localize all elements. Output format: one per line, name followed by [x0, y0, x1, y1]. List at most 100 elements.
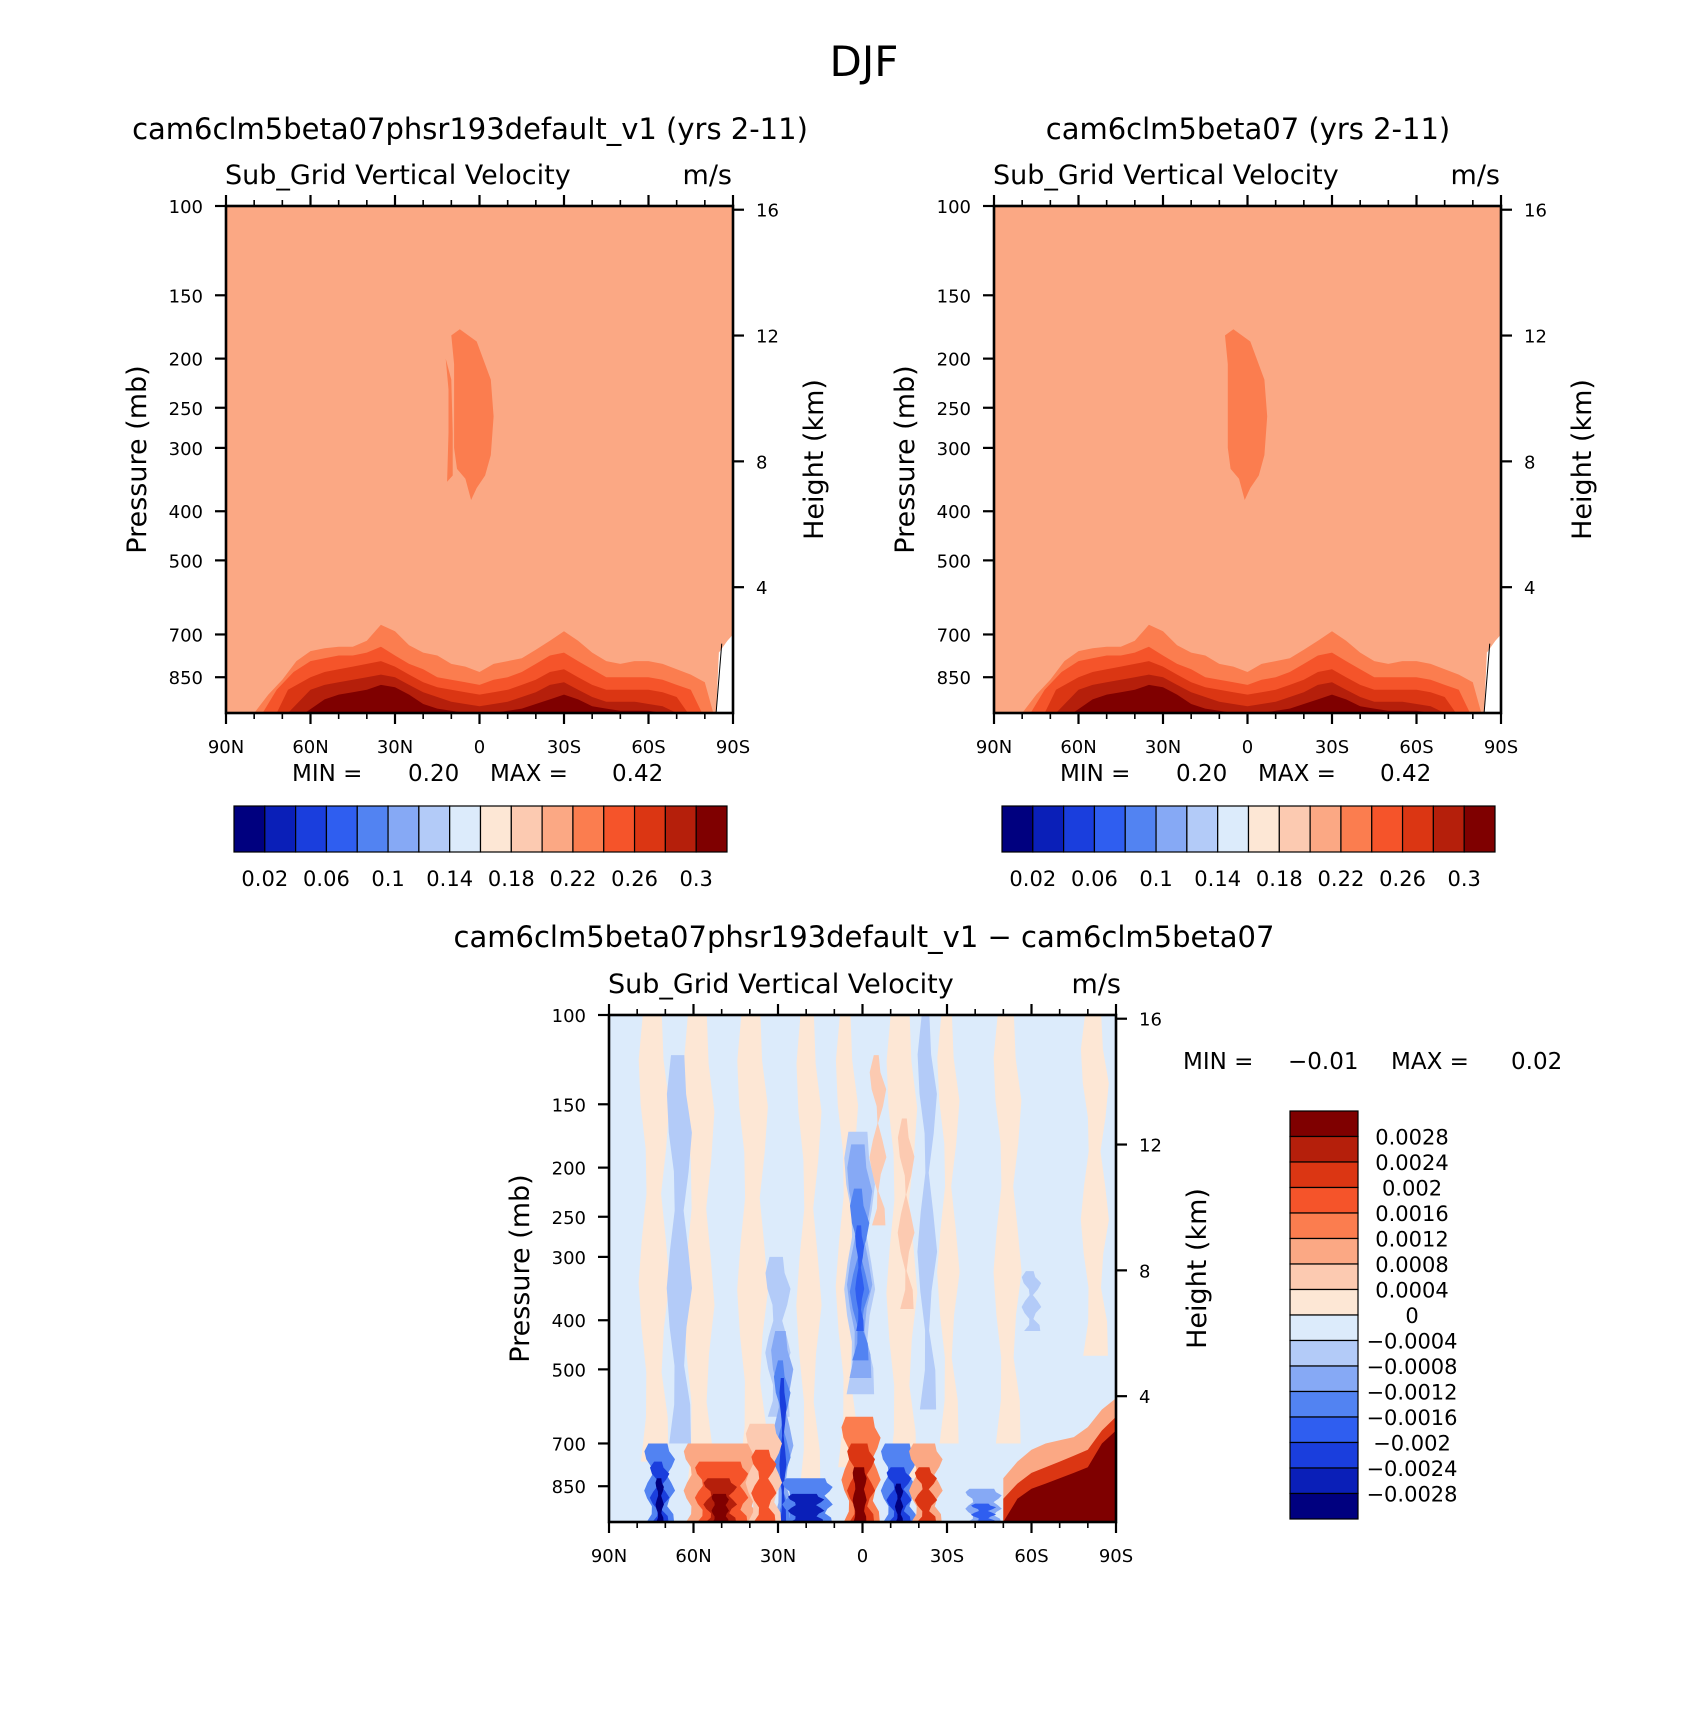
surface-negative-core: [894, 1483, 904, 1522]
pressure-tick-label: 200: [169, 350, 203, 371]
field-plot: 100 150 200 250 300 400 500 700 850 16 12 8 4 90N 60N 3…: [122, 195, 830, 758]
colorbar-label: 0.02: [1009, 867, 1056, 891]
min-label: MIN =: [1183, 1049, 1253, 1075]
colorbar-label: 0.22: [1318, 867, 1365, 891]
max-label: MAX =: [490, 761, 568, 787]
colorbar-label: −0.0016: [1366, 1406, 1457, 1430]
pressure-tick-label: 100: [169, 197, 203, 218]
colorbar-label: −0.0008: [1366, 1355, 1457, 1379]
colorbar-box: [1309, 805, 1342, 853]
difference-plot: 100 150 200 250 300 400 500 700 850 16 12 8 4 90N 60N 3…: [505, 1004, 1213, 1567]
surface-positive: [914, 1467, 938, 1522]
colorbar-label: 0.1: [1139, 867, 1172, 891]
colorbar-box: [1289, 1339, 1359, 1367]
colorbar-box: [356, 805, 389, 853]
units-label: m/s: [1451, 160, 1500, 191]
colorbar-box: [1063, 805, 1096, 853]
pressure-tick-label: 150: [552, 1095, 586, 1116]
colorbar-box: [1289, 1441, 1359, 1469]
positive-band: [993, 1015, 1022, 1444]
latitude-tick-label: 90S: [1099, 1546, 1133, 1567]
colorbar-box: [295, 805, 328, 853]
colorbar-box: [603, 805, 636, 853]
colorbar-label: 0.06: [1071, 867, 1118, 891]
y-axis-label-height: Height (km): [799, 379, 830, 540]
colorbar-box: [325, 805, 358, 853]
missing-data-region: [716, 634, 733, 713]
positive-band: [835, 1015, 859, 1468]
difference-colorbar: 0.00280.00240.0020.00160.00120.00080.000…: [1289, 1110, 1458, 1520]
colorbar-box: [1432, 805, 1465, 853]
colorbar-box: [633, 805, 666, 853]
latitude-tick-label: 90S: [716, 737, 750, 758]
colorbar-label: −0.0012: [1366, 1381, 1457, 1405]
max-value: 0.02: [1511, 1049, 1562, 1075]
min-max-readout: MIN = 0.20 MAX = 0.42: [1060, 761, 1431, 787]
colorbar-box: [1289, 1186, 1359, 1214]
latitude-tick-label: 30N: [1145, 737, 1181, 758]
pressure-tick-label: 400: [552, 1311, 586, 1332]
variable-label: Sub_Grid Vertical Velocity: [225, 160, 571, 191]
positive-band: [638, 1015, 670, 1462]
min-value: 0.20: [408, 761, 459, 787]
min-label: MIN =: [1060, 761, 1130, 787]
colorbar-label: −0.0004: [1366, 1330, 1457, 1354]
colorbar-box: [1401, 805, 1434, 853]
latitude-tick-label: 90S: [1484, 737, 1518, 758]
colorbar-label: −0.002: [1373, 1432, 1451, 1456]
min-value: 0.20: [1176, 761, 1227, 787]
variable-label: Sub_Grid Vertical Velocity: [608, 969, 954, 1000]
pressure-tick-label: 150: [937, 286, 971, 307]
colorbar-label: 0.18: [488, 867, 535, 891]
min-max-readout: MIN = −0.01 MAX = 0.02: [1183, 1049, 1562, 1075]
positive-band-strong: [869, 1055, 887, 1226]
colorbar-box: [1289, 1110, 1359, 1138]
topography-edge: [1483, 643, 1491, 714]
min-value: −0.01: [1288, 1049, 1358, 1075]
latitude-tick-label: 0: [1242, 737, 1253, 758]
colorbar-box: [1289, 1263, 1359, 1291]
colorbar-box: [1289, 1390, 1359, 1418]
pressure-tick-label: 200: [937, 350, 971, 371]
height-tick-label: 4: [1139, 1387, 1150, 1408]
latitude-tick-label: 60S: [1399, 737, 1433, 758]
colorbar-box: [1289, 1161, 1359, 1189]
colorbar-box: [1032, 805, 1065, 853]
colorbar: 0.02 0.06 0.1 0.14 0.18 0.22 0.26 0.3: [233, 805, 728, 891]
colorbar-box: [479, 805, 512, 853]
latitude-tick-label: 90N: [591, 1546, 627, 1567]
colorbar-box: [1093, 805, 1126, 853]
negative-band: [666, 1055, 692, 1444]
pressure-tick-label: 700: [169, 625, 203, 646]
pressure-tick-label: 100: [552, 1006, 586, 1027]
pressure-tick-label: 300: [169, 439, 203, 460]
colorbar-box: [1155, 805, 1188, 853]
pressure-tick-label: 250: [169, 399, 203, 420]
latitude-tick-label: 30S: [930, 1546, 964, 1567]
colorbar-box: [510, 805, 543, 853]
latitude-tick-label: 0: [474, 737, 485, 758]
panel-test: cam6clm5beta07phsr193default_v1 (yrs 2-1…: [122, 112, 830, 891]
pressure-tick-label: 500: [937, 551, 971, 572]
height-tick-label: 8: [1139, 1261, 1150, 1282]
max-value: 0.42: [612, 761, 663, 787]
main-title: DJF: [830, 37, 899, 86]
colorbar-label: 0.3: [1447, 867, 1480, 891]
topography-edge: [715, 643, 723, 714]
latitude-tick-label: 60S: [631, 737, 665, 758]
colorbar-label: 0.0024: [1375, 1151, 1448, 1175]
negative-band: [1021, 1271, 1042, 1331]
height-tick-label: 12: [756, 327, 779, 348]
colorbar-box: [1247, 805, 1280, 853]
height-tick-label: 8: [756, 452, 767, 473]
colorbar-box: [1340, 805, 1373, 853]
latitude-tick-label: 90N: [208, 737, 244, 758]
colorbar-box: [1289, 1365, 1359, 1393]
units-label: m/s: [683, 160, 732, 191]
colorbar-label: 0.3: [679, 867, 712, 891]
surface-negative-core: [655, 1478, 664, 1522]
pressure-tick-label: 150: [169, 286, 203, 307]
surface-negative: [787, 1493, 825, 1522]
positive-band: [1080, 1015, 1109, 1356]
positive-band: [937, 1015, 960, 1444]
